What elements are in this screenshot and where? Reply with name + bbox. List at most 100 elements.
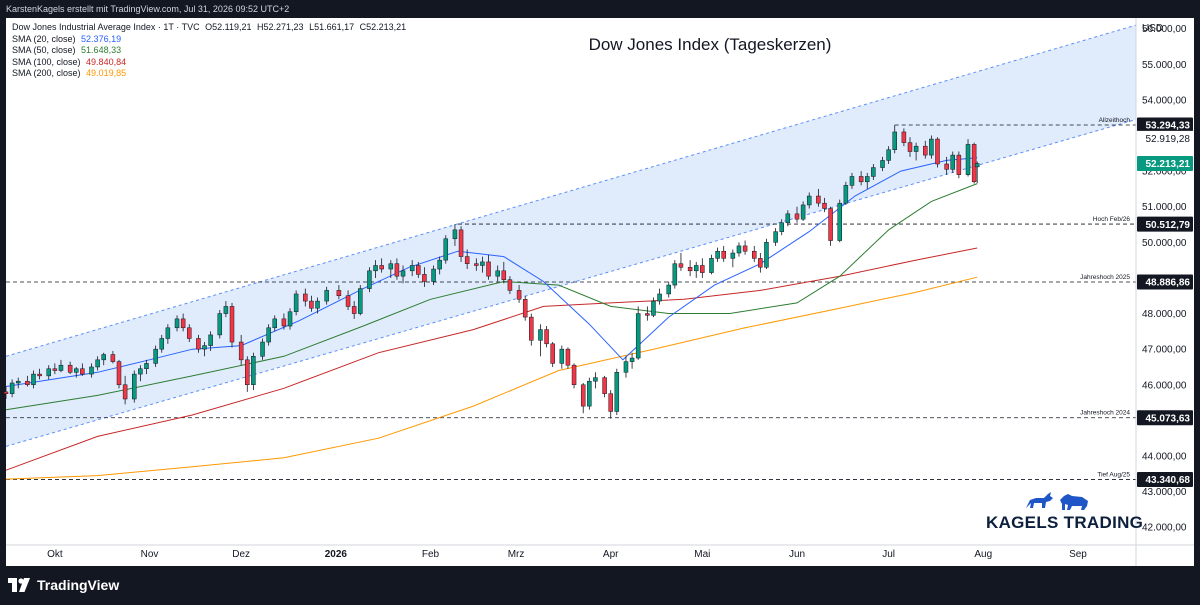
- candle-body: [474, 263, 479, 266]
- candle-body: [422, 274, 427, 282]
- candle-body: [217, 313, 223, 336]
- channel-fill: [6, 25, 1136, 447]
- candle-body: [116, 361, 122, 386]
- candle-body: [266, 327, 271, 343]
- level-tag-box: [1137, 471, 1193, 487]
- candle-body: [229, 306, 235, 343]
- candle-body: [31, 373, 36, 386]
- candle-body: [907, 142, 913, 152]
- candle-body: [507, 279, 513, 291]
- legend-sma20-row[interactable]: SMA (20, close) 52.376,19: [12, 34, 406, 46]
- candle-body: [587, 380, 592, 407]
- candle-body: [950, 154, 956, 170]
- candle-body: [806, 195, 812, 206]
- time-tick-label: Feb: [422, 549, 440, 560]
- indicator-legend: Dow Jones Industrial Average Index · 1T …: [12, 22, 406, 80]
- legend-sma100-row[interactable]: SMA (100, close) 49.840,84: [12, 57, 406, 69]
- level-note: Allzeithoch: [1099, 117, 1131, 124]
- candle-body: [303, 293, 308, 302]
- legend-sma20-value: 52.376,19: [81, 33, 122, 44]
- candle-body: [138, 368, 143, 375]
- candle-body: [614, 372, 620, 412]
- level-tag-label: 53.294,33: [1146, 121, 1191, 132]
- legend-symbol: Dow Jones Industrial Average Index · 1T …: [12, 22, 200, 32]
- level-tag-label: 50.512,79: [1146, 220, 1191, 231]
- candle-body: [764, 242, 769, 268]
- candle-body: [529, 316, 534, 341]
- candle-body: [785, 213, 791, 223]
- kagels-trading-wordmark: KAGELS TRADING: [986, 513, 1144, 532]
- candle-body: [559, 348, 565, 364]
- legend-sma200-label: SMA (200, close): [12, 68, 81, 78]
- time-tick-label: Nov: [141, 549, 159, 560]
- candle-body: [202, 345, 207, 350]
- candle-body: [73, 368, 79, 373]
- tradingview-label: TradingView: [37, 577, 120, 593]
- candle-body: [929, 138, 934, 156]
- time-tick-label: Dez: [232, 549, 250, 560]
- last-price-tag-box: [1137, 156, 1193, 172]
- candle-body: [758, 258, 763, 268]
- candle-body: [260, 341, 265, 357]
- candle-body: [730, 252, 736, 259]
- candle-body: [25, 380, 30, 386]
- candle-body: [687, 267, 693, 272]
- candle-body: [880, 160, 885, 168]
- candle-body: [580, 384, 586, 407]
- candle-body: [736, 245, 742, 254]
- candle-body: [678, 263, 684, 268]
- candle-body: [693, 265, 699, 272]
- tradingview-logo[interactable]: TradingView: [8, 576, 119, 594]
- level-tag-label: 45.073,63: [1146, 413, 1191, 424]
- candle-body: [443, 238, 449, 261]
- candle-body: [715, 250, 720, 259]
- level-note: Tief Aug/25: [1097, 471, 1130, 478]
- level-tag-label: 43.340,68: [1146, 475, 1191, 486]
- candle-body: [816, 195, 821, 204]
- candle-body: [186, 327, 192, 339]
- level-note: Jahreshoch 2024: [1080, 410, 1130, 417]
- candle-body: [9, 382, 15, 394]
- time-tick-label: Mrz: [508, 549, 525, 560]
- price-tick-label: 55.000,00: [1142, 60, 1187, 71]
- legend-high: H52.271,23: [257, 22, 304, 32]
- price-tags: 53.294,33 50.512,79 48.886,86 45.073,63 43.3…: [1137, 117, 1193, 487]
- candle-body: [864, 176, 870, 183]
- kagels-trading-logo: KAGELS TRADING: [986, 488, 1144, 538]
- candle-body: [800, 204, 806, 220]
- legend-sma50-row[interactable]: SMA (50, close) 51.648,33: [12, 45, 406, 57]
- candle-body: [208, 334, 213, 346]
- candle-body: [602, 377, 607, 394]
- candle-body: [822, 202, 827, 209]
- candle-body: [779, 222, 784, 232]
- candle-body: [751, 250, 757, 259]
- candle-body: [629, 357, 635, 362]
- candle-body: [345, 295, 351, 307]
- price-tick-label: 51.000,00: [1142, 202, 1187, 213]
- price-tick-label: 47.000,00: [1142, 345, 1187, 356]
- legend-sma100-value: 49.840,84: [86, 56, 127, 67]
- legend-sma200-row[interactable]: SMA (200, close) 49.019,85: [12, 68, 406, 80]
- level-lines: Allzeithoch Hoch Feb/26 Jahreshoch 2025 Jah…: [6, 117, 1136, 480]
- sma200-line: [5, 276, 978, 480]
- legend-close: C52.213,21: [359, 22, 407, 32]
- candle-body: [901, 131, 907, 143]
- candle-body: [495, 270, 500, 277]
- candle-body: [367, 270, 372, 289]
- candle-body: [971, 144, 977, 183]
- channel-upper-line: [5, 24, 1137, 357]
- candle-body: [281, 318, 287, 327]
- time-tick-label: Jun: [789, 549, 805, 560]
- candle-body: [431, 268, 436, 282]
- time-tick-label: Sep: [1069, 549, 1087, 560]
- candle-body: [486, 261, 491, 277]
- candle-body: [351, 306, 357, 314]
- candle-body: [773, 231, 778, 243]
- candle-body: [571, 364, 577, 386]
- candle-body: [742, 245, 748, 252]
- candle-body: [245, 359, 250, 386]
- legend-sma100-label: SMA (100, close): [12, 56, 81, 67]
- candle-body: [80, 368, 85, 375]
- candle-body: [721, 250, 726, 259]
